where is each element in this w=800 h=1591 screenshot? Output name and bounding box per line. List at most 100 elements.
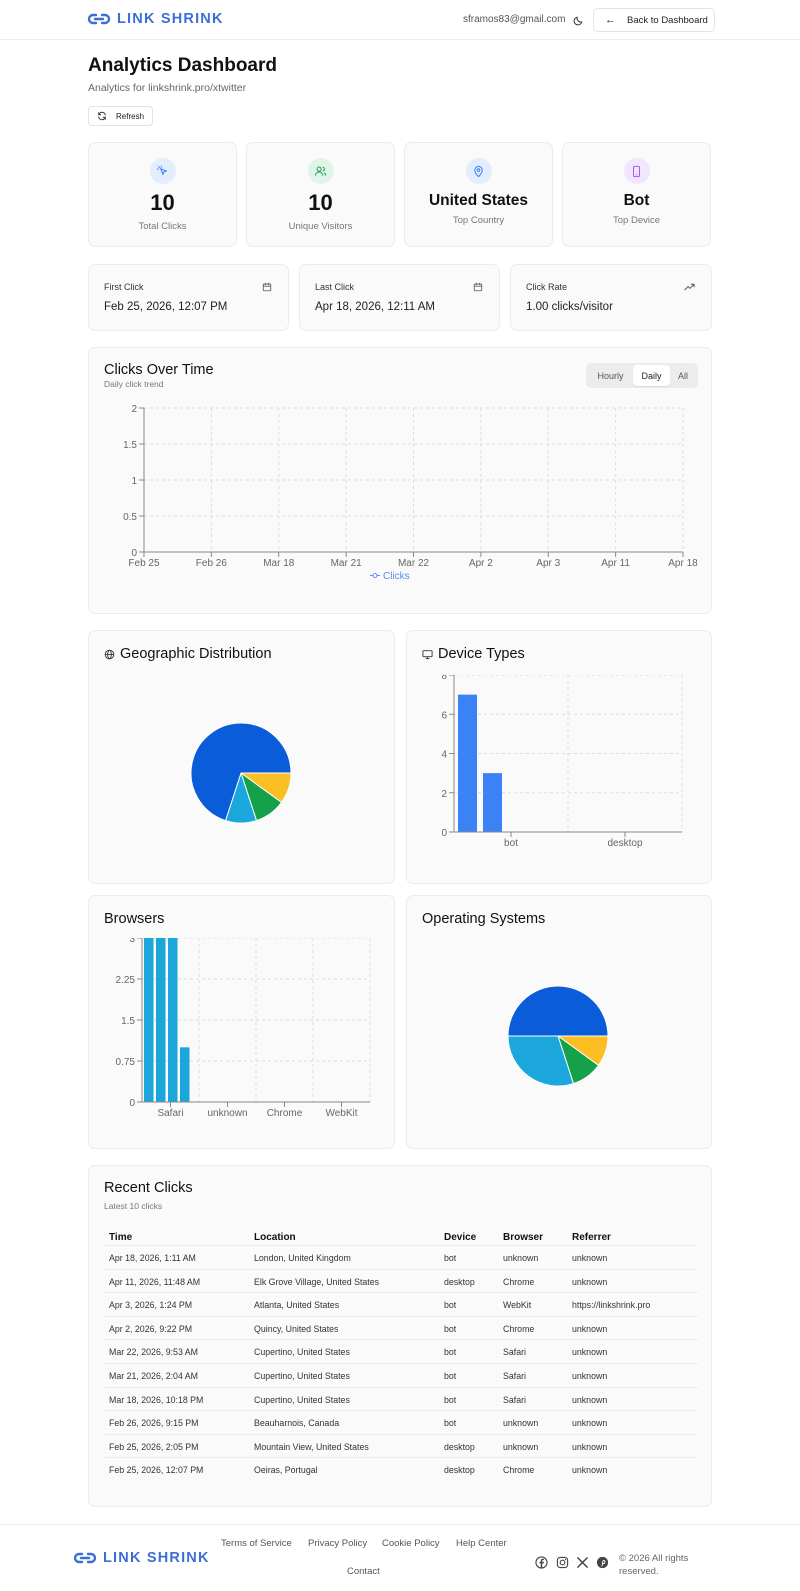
recent-title: Recent Clicks [104, 1180, 193, 1196]
cell-referrer: https://linkshrink.pro [572, 1300, 651, 1311]
stat-card-total-clicks: 10 Total Clicks [88, 142, 237, 247]
info-label: Click Rate [526, 282, 568, 292]
cell-browser: Safari [503, 1394, 526, 1405]
facebook-icon[interactable] [535, 1556, 548, 1569]
table-row: Apr 2, 2026, 9:22 PM Quincy, United State… [104, 1315, 698, 1340]
column-header-browser: Browser [503, 1232, 544, 1243]
cell-referrer: unknown [572, 1465, 608, 1476]
os-pie-chart [507, 985, 609, 1087]
cell-referrer: unknown [572, 1347, 608, 1358]
cell-time: Apr 2, 2026, 9:22 PM [109, 1323, 193, 1334]
stat-label: Unique Visitors [288, 221, 353, 232]
cell-time: Mar 21, 2026, 2:04 AM [109, 1371, 198, 1381]
x-tick-label: Apr 11 [601, 558, 630, 569]
cell-location: Beauharnois, Canada [254, 1418, 340, 1429]
bar [156, 938, 166, 1102]
legend-marker-dot [372, 573, 378, 578]
cell-browser: Chrome [503, 1465, 535, 1476]
map-pin-icon [465, 158, 492, 184]
footer-brand-logo[interactable]: LINK SHRINK [73, 1550, 210, 1566]
clicks-line-chart: 0 0.5 1 1.5 2 Feb 25 Feb 26 Mar 18 Mar 21 Mar 22 A… [123, 404, 698, 582]
stat-value: United States [428, 192, 529, 209]
footer-link-help[interactable]: Help Center [456, 1538, 507, 1549]
page-title: Analytics Dashboard [88, 55, 277, 76]
x-tick-label: Mar 18 [263, 558, 295, 569]
x-tick-label: Apr 3 [536, 558, 560, 569]
y-tick-label: 8 [441, 675, 447, 682]
pinterest-icon[interactable] [596, 1556, 609, 1569]
browser-bar-chart: 0 0.75 1.5 2.25 3 Safari unknown Chrome WebKit [116, 938, 371, 1119]
table-row: Mar 21, 2026, 2:04 AM Cupertino, United S… [104, 1363, 698, 1387]
x-tick-label: Mar 21 [331, 558, 363, 569]
stat-card-top-device: Bot Top Device [562, 142, 711, 247]
cell-location: Elk Grove Village, United States [254, 1276, 380, 1287]
table-row: Apr 3, 2026, 1:24 PM Atlanta, United Stat… [104, 1292, 698, 1316]
table-row: Feb 26, 2026, 9:15 PM Beauharnois, Canada… [104, 1410, 698, 1434]
cell-browser: Safari [503, 1371, 526, 1381]
cell-referrer: unknown [572, 1441, 608, 1452]
y-tick-label: 2 [131, 404, 137, 415]
bar [144, 938, 154, 1102]
y-tick-label: 0 [129, 1098, 135, 1109]
y-tick-label: 0 [131, 548, 137, 559]
tab-daily[interactable]: Daily [633, 365, 670, 386]
cell-device: desktop [444, 1441, 475, 1452]
footer-link-cookie[interactable]: Cookie Policy [382, 1538, 440, 1549]
tab-hourly[interactable]: Hourly [597, 370, 624, 381]
cell-device: bot [444, 1323, 457, 1334]
device-types-card: Device Types [406, 630, 712, 884]
copyright-text: © 2026 All rights reserved. [619, 1553, 689, 1577]
brand-name: LINK SHRINK [117, 11, 224, 27]
x-tick-label: Safari [157, 1108, 183, 1119]
chart-subtitle: Daily click trend [104, 379, 164, 389]
cell-time: Apr 11, 2026, 11:48 AM [109, 1276, 201, 1287]
pie-slice [507, 1035, 575, 1087]
cell-referrer: unknown [572, 1371, 608, 1381]
theme-toggle-button[interactable] [571, 13, 585, 27]
footer-link-privacy[interactable]: Privacy Policy [308, 1538, 368, 1549]
geographic-distribution-card: Geographic Distribution [88, 630, 395, 884]
footer-brand-name: LINK SHRINK [103, 1550, 210, 1566]
cell-browser: unknown [503, 1253, 539, 1263]
link-icon [87, 13, 111, 25]
back-to-dashboard-button[interactable]: ← Back to Dashboard [593, 8, 715, 32]
cell-device: bot [444, 1347, 457, 1358]
tab-all[interactable]: All [677, 370, 688, 381]
footer-link-terms[interactable]: Terms of Service [221, 1538, 292, 1549]
x-tick-label: bot [504, 838, 518, 849]
stat-label: Top Device [613, 215, 660, 226]
instagram-icon[interactable] [556, 1556, 569, 1569]
x-tick-label: Chrome [267, 1108, 303, 1119]
monitor-icon [422, 650, 433, 660]
cell-browser: Chrome [503, 1276, 535, 1287]
cell-device: desktop [444, 1465, 475, 1476]
cell-time: Feb 25, 2026, 12:07 PM [109, 1465, 204, 1476]
column-header-referrer: Referrer [572, 1232, 611, 1243]
stat-value: 10 [150, 190, 175, 215]
x-tick-label: Mar 22 [398, 558, 430, 569]
cell-location: Cupertino, United States [254, 1371, 350, 1381]
top-header: LINK SHRINK sframos83@gmail.com ← Back t… [0, 0, 800, 40]
x-tick-label: unknown [207, 1108, 247, 1119]
x-tick-label: Apr 2 [469, 558, 493, 569]
chart-title: Device Types [438, 646, 525, 662]
cell-device: bot [444, 1394, 457, 1405]
stat-label: Total Clicks [138, 221, 187, 232]
x-icon[interactable] [576, 1556, 589, 1569]
brand-logo[interactable]: LINK SHRINK [87, 11, 224, 27]
footer-link-contact[interactable]: Contact [347, 1566, 380, 1577]
last-click-card: Last Click Apr 18, 2026, 12:11 AM [299, 264, 500, 331]
pie-slice [507, 985, 609, 1037]
cell-browser: unknown [503, 1418, 539, 1429]
bar [458, 694, 477, 832]
phone-icon [623, 158, 650, 184]
user-email: sframos83@gmail.com [463, 14, 566, 25]
info-value: Apr 18, 2026, 12:11 AM [315, 301, 435, 313]
cell-location: Atlanta, United States [254, 1300, 340, 1311]
pointer-click-icon [149, 158, 176, 184]
cell-referrer: unknown [572, 1253, 608, 1263]
refresh-button[interactable]: Refresh [88, 106, 153, 126]
y-tick-label: 0.5 [123, 512, 137, 523]
cell-time: Mar 18, 2026, 10:18 PM [109, 1394, 204, 1405]
cell-referrer: unknown [572, 1323, 608, 1334]
